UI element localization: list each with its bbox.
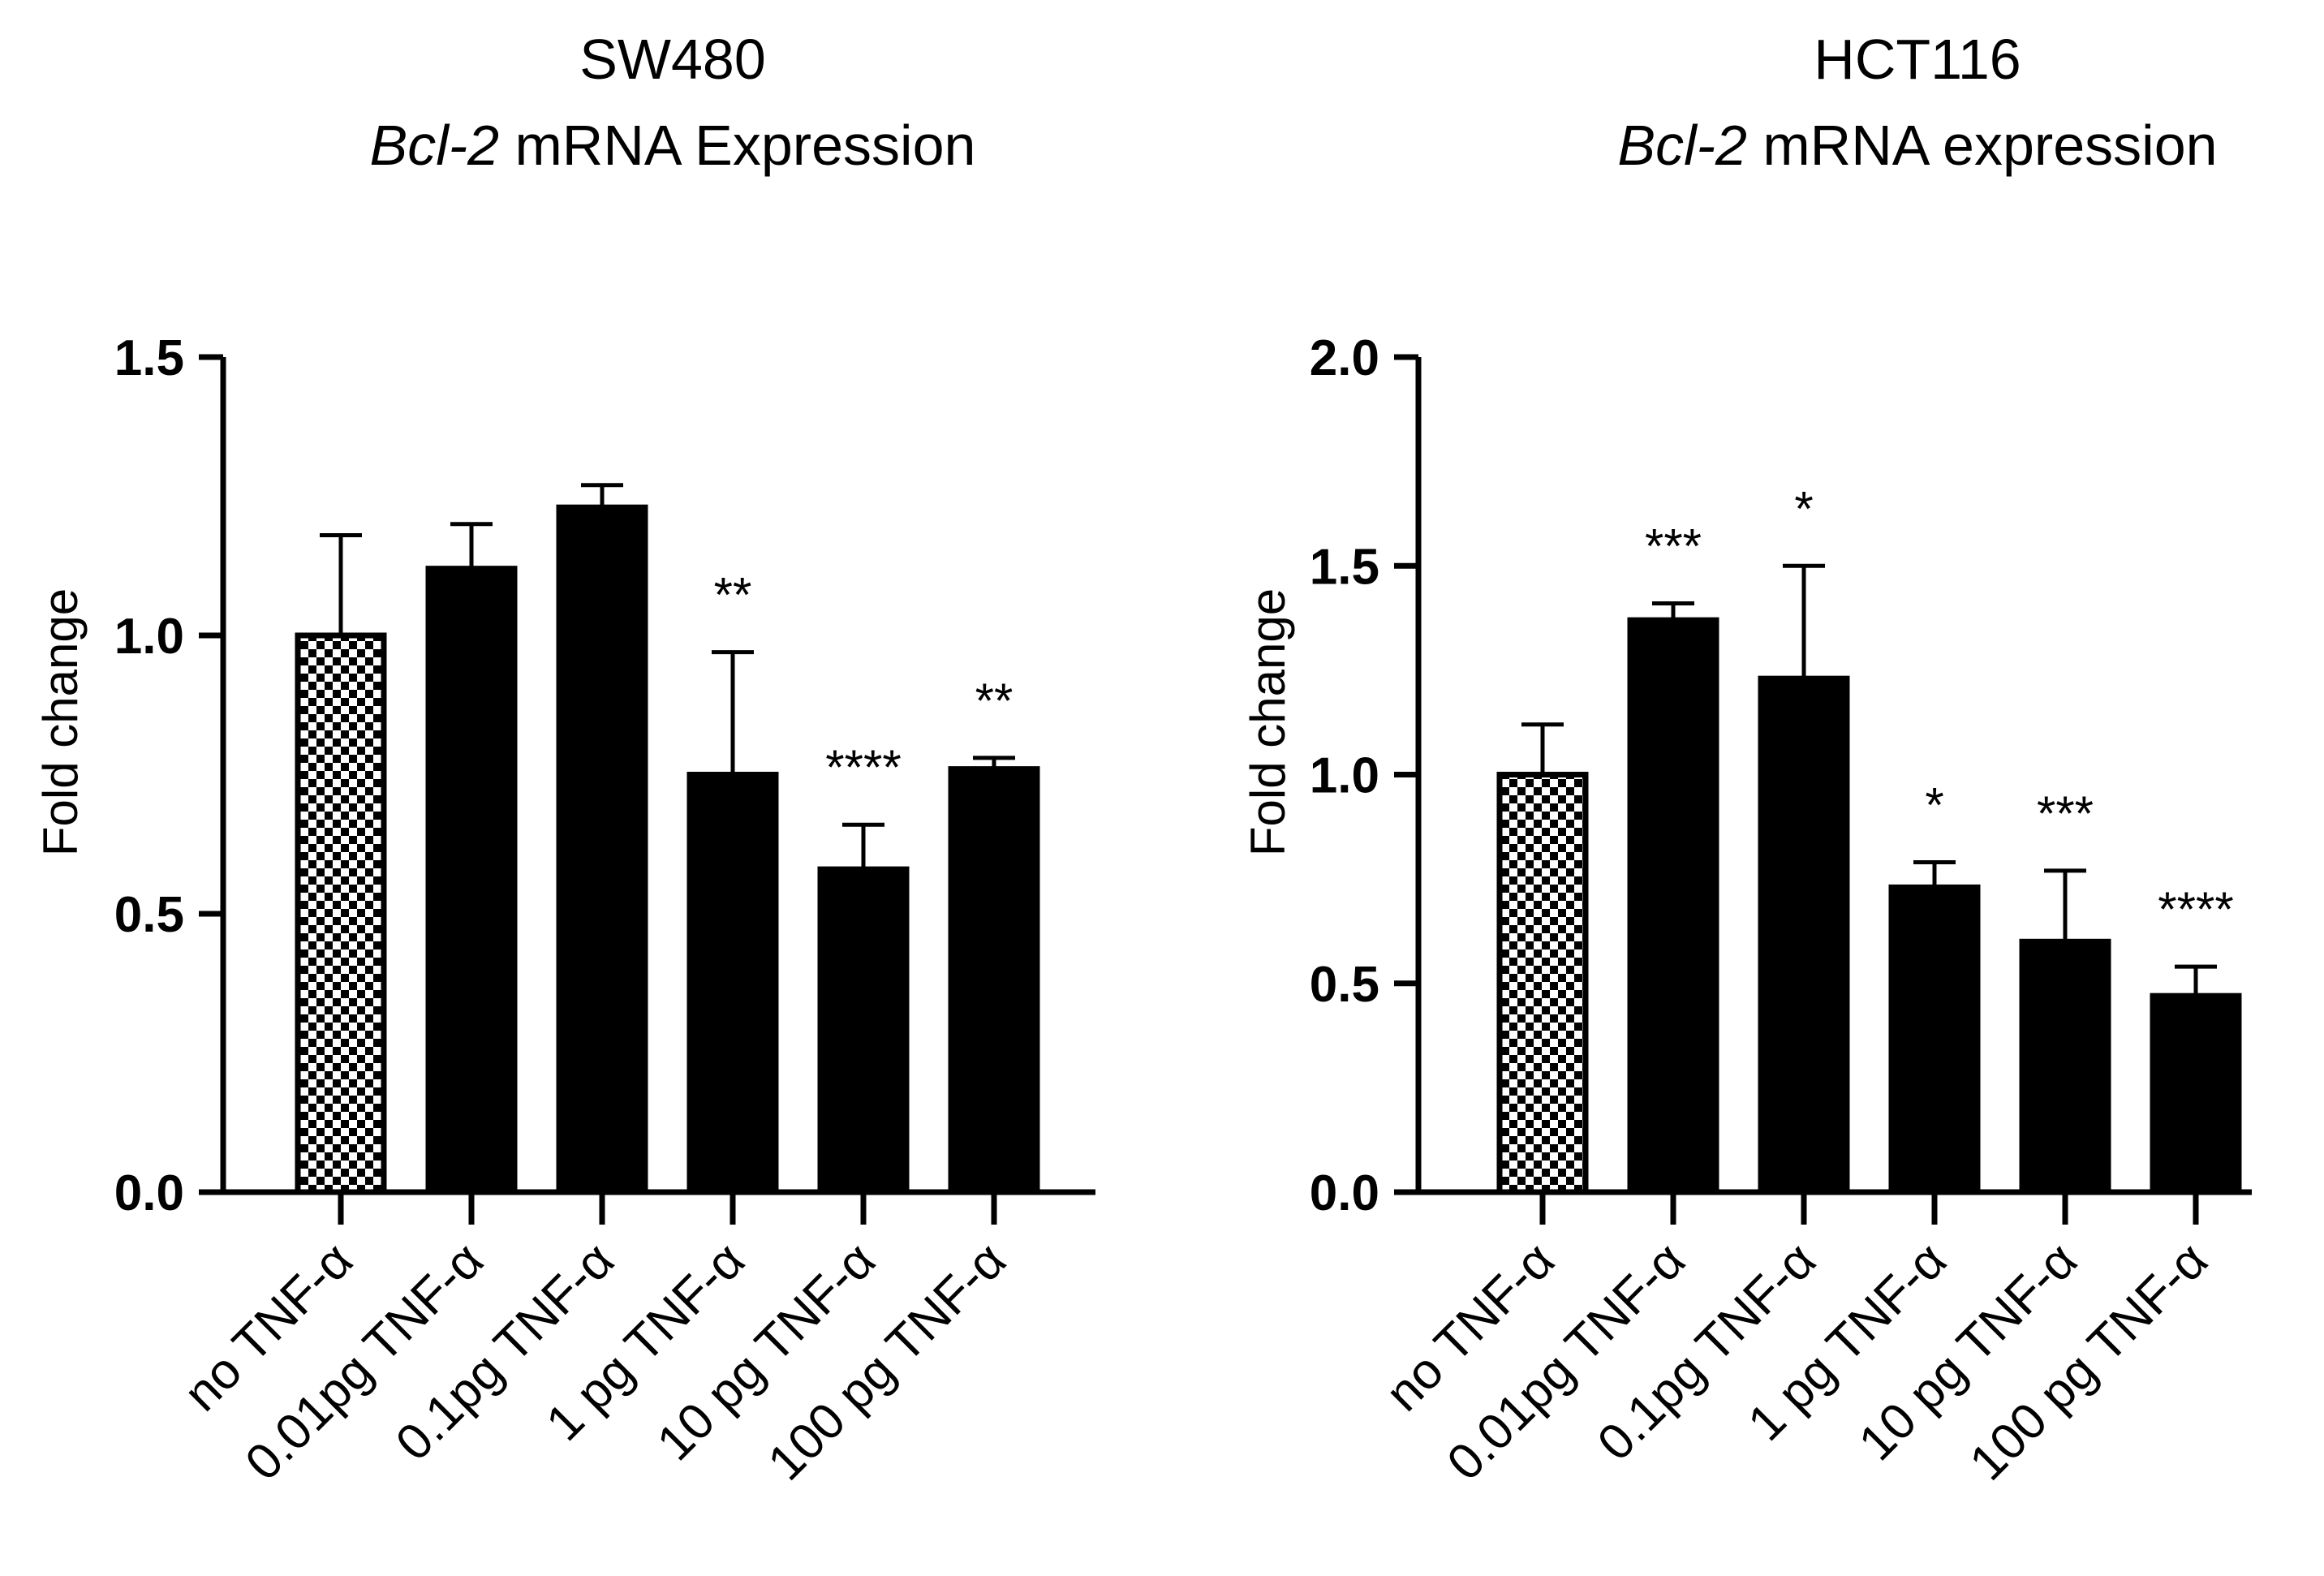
chart-title-line1: HCT116 [1814, 28, 2021, 91]
y-tick-label: 0.5 [1310, 957, 1379, 1013]
significance-label: ** [975, 674, 1014, 728]
y-tick-label: 1.5 [114, 330, 184, 386]
chart-panel-sw480: SW480 Bcl-2 mRNA Expression Fold change … [33, 28, 1095, 1492]
bar [1888, 884, 1981, 1195]
significance-label: **** [2158, 882, 2233, 937]
bar [1496, 772, 1589, 1195]
bar [817, 866, 910, 1195]
bar [295, 632, 387, 1195]
y-tick-label: 1.0 [1310, 748, 1379, 804]
y-tick-label: 2.0 [1310, 330, 1379, 386]
bar [686, 772, 779, 1195]
bar [948, 766, 1040, 1195]
chart-title-gene: Bcl-2 [1617, 114, 1746, 177]
significance-label: ** [714, 568, 752, 622]
bar [556, 504, 648, 1195]
x-tick-label: 100 pg TNF-α [1959, 1232, 2218, 1491]
chart-title-line1: SW480 [579, 28, 766, 91]
y-tick-label: 0.0 [114, 1165, 184, 1221]
y-tick-label: 1.5 [1310, 539, 1379, 595]
significance-label: **** [825, 740, 901, 794]
bar [1758, 675, 1850, 1195]
bar [425, 566, 518, 1195]
chart-panel-hct116: HCT116 Bcl-2 mRNA expression Fold change… [1241, 28, 2252, 1492]
significance-label: * [1925, 778, 1943, 833]
y-axis-label: Fold change [1241, 588, 1295, 856]
chart-title-line2: Bcl-2 mRNA Expression [370, 114, 976, 177]
x-tick-label: 100 pg TNF-α [757, 1232, 1016, 1491]
plot-area-hct116: 0.00.51.01.52.0no TNF-α***0.01pg TNF-α*0… [1310, 330, 2252, 1492]
bar [2150, 993, 2242, 1195]
chart-title-rest: mRNA Expression [499, 114, 975, 177]
y-tick-label: 1.0 [114, 609, 184, 665]
bar [2019, 938, 2111, 1195]
y-tick-label: 0.5 [114, 887, 184, 943]
y-axis-label: Fold change [33, 588, 88, 856]
bar [1627, 617, 1719, 1195]
y-tick-label: 0.0 [1310, 1165, 1379, 1221]
significance-label: * [1794, 481, 1813, 536]
plot-area-sw480: 0.00.51.01.5no TNF-α0.01pg TNF-α0.1pg TN… [114, 330, 1095, 1492]
significance-label: *** [2037, 786, 2094, 841]
significance-label: *** [1645, 519, 1702, 574]
chart-title-gene: Bcl-2 [370, 114, 499, 177]
chart-title-rest: mRNA expression [1747, 114, 2218, 177]
chart-title-line2: Bcl-2 mRNA expression [1617, 114, 2217, 177]
